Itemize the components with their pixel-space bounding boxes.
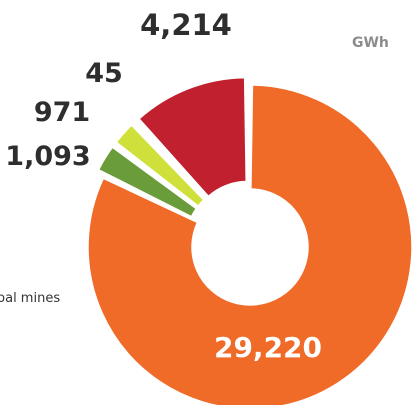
slices-group: [87, 76, 413, 405]
slice-3: [115, 124, 205, 208]
slice-label-2: 1,093: [5, 141, 90, 172]
side-label: coal mines: [0, 291, 60, 306]
slice-1: [87, 84, 413, 405]
slice-label-4: 45: [85, 58, 123, 89]
donut-hole: [192, 189, 308, 305]
slice-label-3: 971: [34, 97, 90, 128]
slice-2: [97, 146, 198, 218]
slice-5: [138, 76, 247, 198]
unit-label: GWh: [352, 35, 389, 51]
slice-label-5: 4,214: [140, 8, 232, 42]
slice-label-1: 29,220: [214, 331, 322, 364]
slice-4: [134, 119, 207, 200]
